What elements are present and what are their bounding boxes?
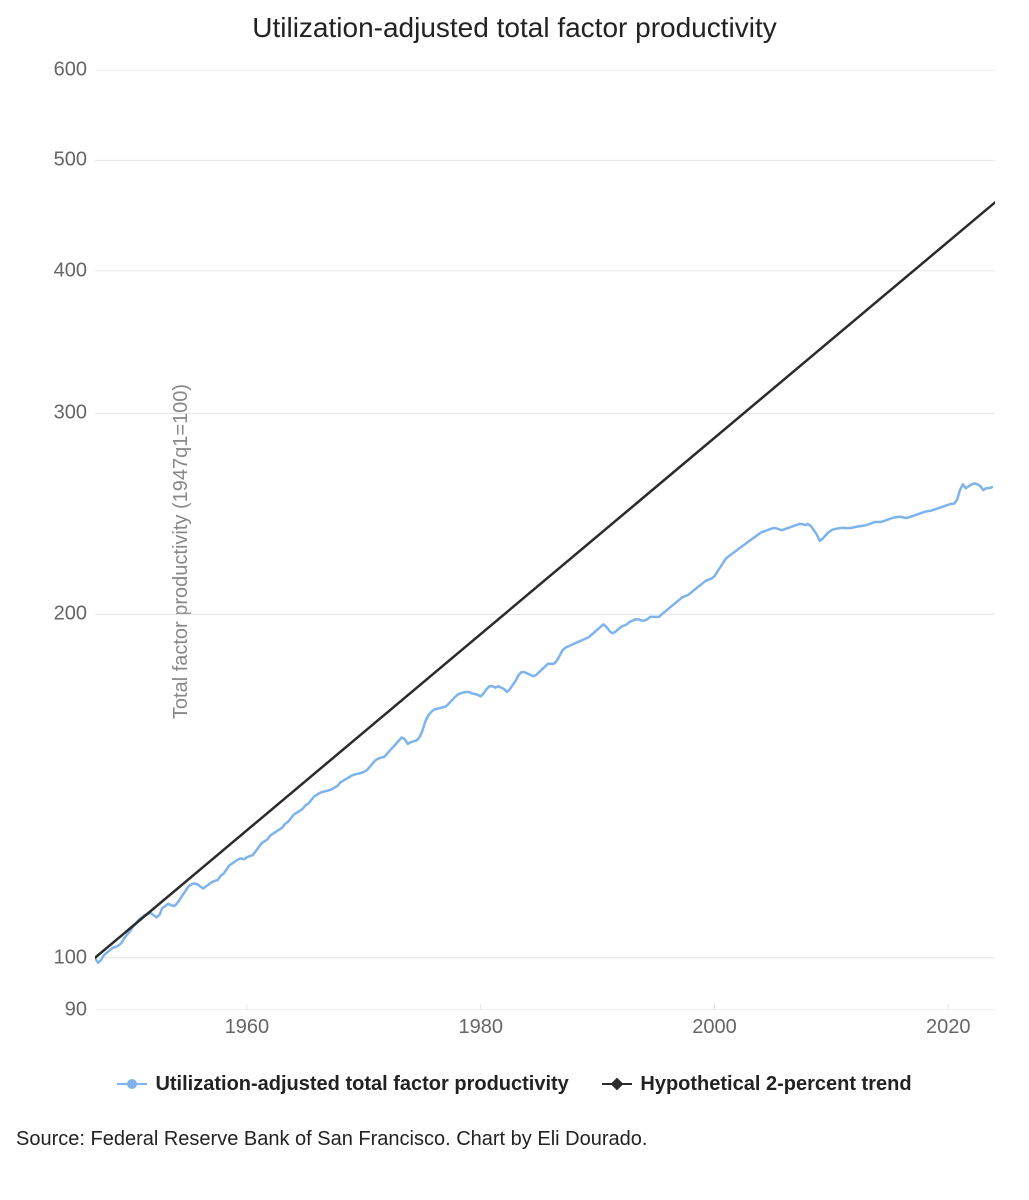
y-tick-label: 400 xyxy=(54,259,87,282)
legend-swatch-tfp xyxy=(117,1083,147,1085)
legend-label-trend: Hypothetical 2-percent trend xyxy=(640,1073,911,1096)
legend-item-tfp: Utilization-adjusted total factor produc… xyxy=(117,1073,568,1096)
x-tick-label: 2000 xyxy=(692,1016,737,1039)
x-tick-label: 2020 xyxy=(926,1016,971,1039)
legend-swatch-trend xyxy=(602,1083,632,1085)
y-tick-label: 300 xyxy=(54,402,87,425)
x-tick-label: 1980 xyxy=(458,1016,503,1039)
chart-plot-area xyxy=(95,70,995,1010)
chart-source-note: Source: Federal Reserve Bank of San Fran… xyxy=(16,1128,647,1151)
chart-legend: Utilization-adjusted total factor produc… xyxy=(0,1068,1029,1096)
y-tick-label: 200 xyxy=(54,603,87,626)
y-tick-label: 500 xyxy=(54,149,87,172)
y-tick-label: 100 xyxy=(54,946,87,969)
chart-title: Utilization-adjusted total factor produc… xyxy=(0,12,1029,44)
y-tick-label: 600 xyxy=(54,59,87,82)
x-tick-label: 1960 xyxy=(225,1016,270,1039)
legend-item-trend: Hypothetical 2-percent trend xyxy=(602,1073,911,1096)
legend-label-tfp: Utilization-adjusted total factor produc… xyxy=(155,1073,568,1096)
y-tick-label: 90 xyxy=(65,999,87,1022)
